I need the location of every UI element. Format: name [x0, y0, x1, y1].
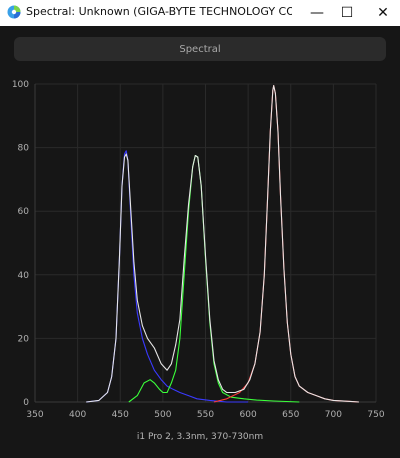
y-tick-label: 60 — [18, 207, 30, 217]
x-tick-label: 600 — [240, 410, 257, 420]
x-tick-label: 750 — [367, 410, 384, 420]
spectral-chart: 0 20 40 60 80 100 350 400 450 500 550 600 650 700 750 — [0, 70, 400, 450]
x-tick-label: 350 — [26, 410, 43, 420]
spectral-chart-svg: 0 20 40 60 80 100 350 400 450 500 550 600 650 700 750 — [12, 80, 385, 420]
y-tick-label: 80 — [18, 144, 30, 154]
maximize-button[interactable]: ☐ — [340, 5, 354, 21]
y-tick-label: 0 — [23, 398, 29, 408]
y-tick-label: 20 — [18, 334, 30, 344]
x-tick-label: 700 — [325, 410, 342, 420]
y-tick-label: 40 — [18, 271, 30, 281]
x-tick-label: 400 — [69, 410, 86, 420]
y-tick-label: 100 — [12, 80, 29, 90]
colorimeter-app-icon — [7, 5, 21, 19]
instrument-footer: i1 Pro 2, 3.3nm, 370-730nm — [136, 432, 264, 442]
x-tick-label: 450 — [112, 410, 129, 420]
title-bar[interactable]: Spectral: Unknown (GIGA-BYTE TECHNOLOGY … — [0, 0, 400, 26]
spectrum-series-line-2 — [213, 85, 359, 403]
x-tick-label: 550 — [197, 410, 214, 420]
tab-spectral-label: Spectral — [179, 43, 221, 55]
minimize-button[interactable]: — — [310, 5, 324, 21]
x-tick-label: 650 — [282, 410, 299, 420]
window-title: Spectral: Unknown (GIGA-BYTE TECHNOLOGY … — [26, 5, 292, 18]
tab-spectral[interactable]: Spectral — [14, 37, 386, 61]
x-tick-label: 500 — [154, 410, 171, 420]
spectrum-series-line-1 — [128, 154, 300, 403]
spectrum-series-line-0 — [86, 150, 249, 403]
close-button[interactable]: ✕ — [377, 5, 389, 21]
spectrum-series-line-3 — [86, 85, 359, 403]
